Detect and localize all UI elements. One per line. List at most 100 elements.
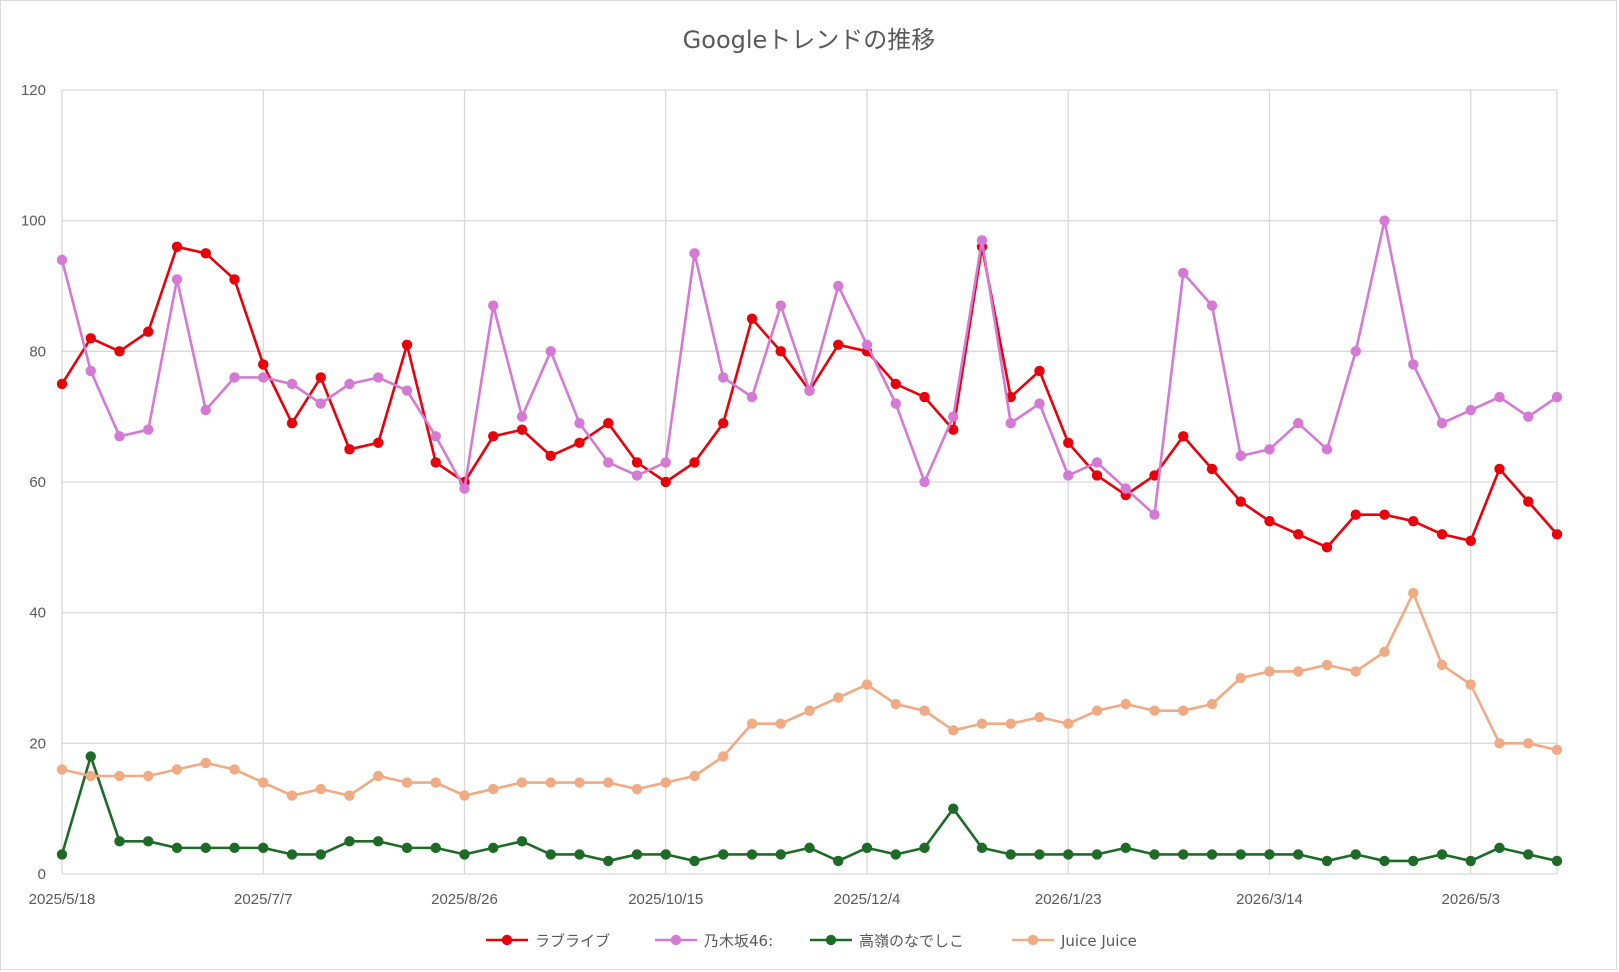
data-point	[1321, 444, 1333, 455]
data-point	[1235, 450, 1246, 462]
y-axis-ticks: 0 20 40 60 80 100 120	[21, 82, 46, 883]
x-tick-label: 2026/3/14	[1236, 891, 1303, 908]
data-point	[430, 842, 441, 854]
data-point	[689, 248, 700, 259]
data-point	[1149, 509, 1160, 520]
data-point	[689, 855, 700, 867]
series-line	[61, 591, 1558, 797]
data-point	[948, 725, 959, 736]
data-point	[286, 849, 298, 860]
data-point	[459, 483, 470, 494]
data-point	[1235, 849, 1246, 860]
data-point	[861, 679, 873, 690]
data-point	[373, 437, 384, 448]
data-point	[200, 757, 211, 769]
data-point	[1091, 705, 1103, 716]
data-point	[1063, 718, 1074, 729]
data-point	[143, 326, 154, 337]
data-point	[890, 698, 901, 710]
data-point	[1178, 849, 1189, 860]
data-point	[1206, 849, 1218, 860]
data-point	[1149, 849, 1160, 860]
x-tick-label: 2026/5/3	[1442, 891, 1500, 908]
y-tick-label: 60	[29, 474, 46, 491]
y-tick-label: 20	[29, 735, 46, 752]
data-point	[689, 457, 700, 468]
data-point	[1379, 855, 1390, 867]
x-tick-label: 2025/7/7	[234, 891, 292, 908]
data-point	[143, 770, 154, 782]
data-point	[1523, 496, 1534, 507]
y-tick-label: 120	[21, 82, 46, 99]
data-point	[401, 385, 413, 396]
data-point	[85, 365, 96, 377]
data-point	[344, 836, 355, 847]
x-axis-ticks: 2025/5/18 2025/7/7 2025/8/26 2025/10/15 2025…	[29, 891, 1500, 908]
data-point	[1264, 666, 1275, 677]
legend-item: ラブライブ	[486, 932, 610, 950]
data-point	[775, 849, 786, 860]
data-point	[861, 842, 873, 854]
data-point	[1206, 698, 1218, 710]
data-point	[401, 777, 413, 788]
data-point	[775, 718, 786, 729]
data-point	[1034, 712, 1045, 723]
data-point	[718, 372, 729, 383]
data-point	[746, 849, 758, 860]
data-point	[1091, 849, 1103, 860]
data-point	[1293, 849, 1304, 860]
data-point	[1120, 698, 1131, 710]
data-point	[919, 391, 930, 403]
data-point	[171, 241, 183, 252]
data-point	[85, 333, 96, 344]
data-point	[1206, 463, 1218, 475]
data-point	[804, 385, 815, 396]
data-point	[574, 849, 585, 860]
data-point	[430, 431, 441, 442]
data-point	[56, 378, 68, 390]
data-point	[890, 398, 901, 409]
data-point	[56, 764, 68, 775]
data-point	[344, 444, 355, 455]
data-point	[315, 849, 326, 860]
data-point	[430, 777, 441, 788]
data-point	[1264, 516, 1275, 527]
data-point	[1091, 470, 1103, 481]
legend-item: Juice Juice	[1012, 932, 1137, 950]
data-point	[631, 457, 643, 468]
data-point	[1551, 744, 1563, 756]
data-point	[1523, 411, 1534, 422]
data-point	[1120, 483, 1131, 494]
data-point	[143, 836, 154, 847]
data-point	[919, 476, 930, 488]
data-point	[315, 783, 326, 795]
data-point	[286, 418, 298, 429]
data-point	[229, 372, 240, 383]
data-point	[1465, 404, 1476, 416]
legend-marker	[670, 934, 682, 946]
data-point	[1523, 738, 1534, 749]
gridlines	[61, 89, 1558, 875]
legend-label: 乃木坂46:	[704, 932, 773, 950]
data-point	[631, 470, 643, 481]
data-point	[1235, 496, 1246, 507]
data-point	[1264, 444, 1275, 455]
data-point	[1494, 463, 1505, 475]
data-point	[919, 705, 930, 716]
data-point	[1091, 457, 1103, 468]
data-point	[258, 842, 269, 854]
data-point	[1494, 738, 1505, 749]
legend-label: 高嶺のなでしこ	[859, 932, 964, 950]
data-point	[171, 274, 183, 285]
series-group	[56, 215, 1563, 867]
data-point	[258, 777, 269, 788]
data-point	[1178, 705, 1189, 716]
data-point	[746, 718, 758, 729]
data-point	[373, 770, 384, 782]
data-point	[660, 777, 671, 788]
data-point	[229, 764, 240, 775]
data-point	[833, 280, 844, 292]
data-point	[775, 346, 786, 357]
data-point	[401, 339, 413, 350]
data-point	[114, 836, 125, 847]
